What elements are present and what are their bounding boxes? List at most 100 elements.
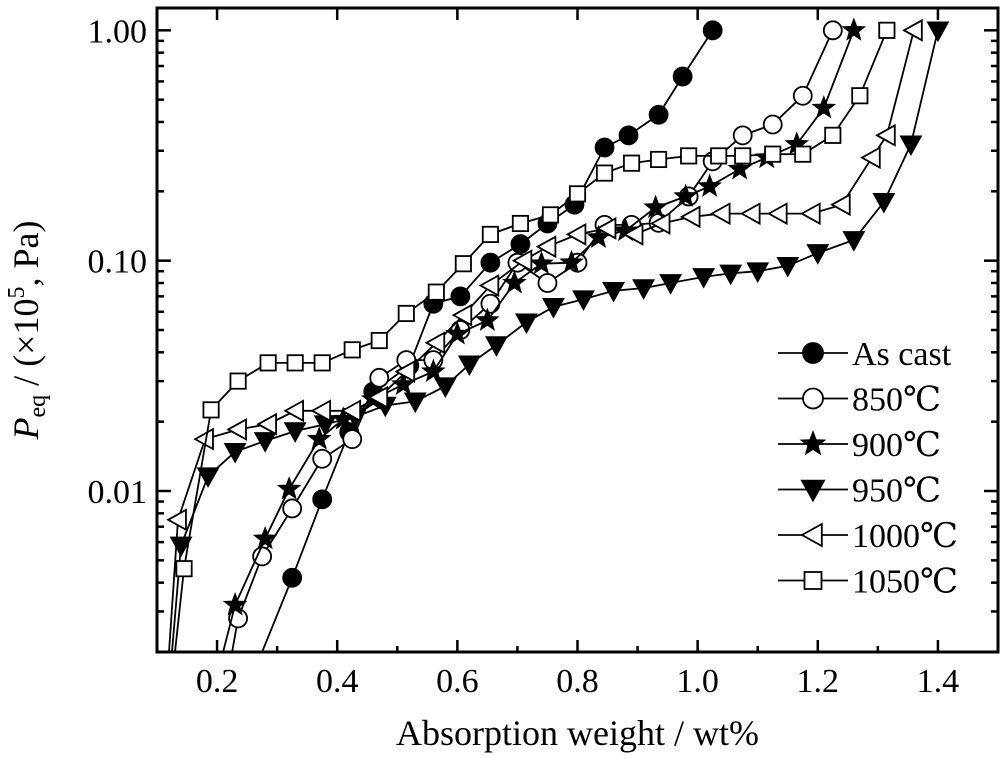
- data-point: [672, 66, 693, 87]
- data-point: [433, 377, 457, 398]
- data-point: [572, 290, 595, 311]
- data-point: [902, 18, 923, 42]
- data-point: [792, 85, 813, 106]
- data-point: [283, 422, 307, 443]
- data-point: [252, 546, 273, 567]
- data-point: [424, 331, 446, 355]
- data-point: [450, 286, 471, 307]
- data-point: [253, 432, 277, 453]
- y-axis-title-main: P: [6, 417, 46, 440]
- data-point: [276, 476, 302, 500]
- legend-label: 900℃: [852, 427, 941, 464]
- data-point: [394, 360, 416, 383]
- data-point: [478, 274, 500, 297]
- data-point: [822, 20, 843, 41]
- data-point: [860, 146, 881, 170]
- y-axis-title-unit-prefix: / (×10: [6, 299, 46, 395]
- data-point: [739, 202, 761, 226]
- legend-label: 850℃: [852, 382, 941, 419]
- data-point: [451, 303, 473, 327]
- data-point: [692, 268, 716, 289]
- legend-item: 950℃: [778, 473, 941, 510]
- data-point: [369, 367, 390, 388]
- y-tick-label: 0.01: [88, 474, 148, 511]
- data-point: [872, 193, 896, 214]
- data-point: [541, 206, 560, 224]
- data-point: [595, 164, 614, 182]
- legend-label: 1050℃: [852, 564, 958, 601]
- data-point: [282, 567, 303, 588]
- data-point: [719, 264, 743, 286]
- legend-label: 950℃: [852, 473, 941, 510]
- series-line: [261, 29, 714, 652]
- y-axis-ticks: 0.01 0.10 1.00: [88, 13, 998, 654]
- x-tick-label: 1.0: [676, 663, 719, 700]
- data-point: [732, 125, 753, 146]
- data-point: [830, 193, 851, 217]
- data-point: [252, 525, 278, 550]
- series-1050℃: [174, 21, 896, 652]
- data-point: [421, 358, 446, 383]
- data-point: [851, 87, 869, 105]
- series-950℃: [169, 21, 950, 652]
- y-axis-title-subscript: eq: [25, 395, 51, 418]
- data-point: [622, 222, 644, 246]
- data-point: [223, 442, 247, 464]
- series-As cast: [261, 20, 723, 652]
- series-1000℃: [166, 18, 923, 652]
- legend-item: 1000℃: [778, 518, 958, 555]
- y-axis-title-unit-suffix: , Pa): [6, 221, 46, 287]
- data-point: [595, 217, 617, 240]
- data-point: [659, 274, 683, 295]
- data-point: [811, 95, 837, 119]
- data-point: [193, 427, 214, 451]
- data-point: [746, 262, 770, 283]
- legend-item: 1050℃: [778, 564, 958, 601]
- data-point: [709, 202, 731, 226]
- data-point: [926, 21, 950, 43]
- data-point: [340, 399, 362, 423]
- data-point: [286, 354, 304, 372]
- data-point: [878, 21, 896, 39]
- data-point: [673, 183, 698, 207]
- data-point: [312, 448, 333, 469]
- legend-label: As cast: [852, 336, 952, 373]
- data-point: [313, 354, 331, 372]
- data-point: [457, 355, 481, 377]
- data-point: [559, 249, 584, 274]
- x-tick-label: 0.8: [556, 663, 599, 700]
- series-900℃: [222, 17, 867, 652]
- data-point: [623, 154, 641, 172]
- data-point: [565, 222, 587, 246]
- y-axis-title: Peq / (×105, Pa): [4, 221, 51, 441]
- data-point: [650, 150, 668, 169]
- data-point: [875, 123, 896, 147]
- data-point: [529, 250, 554, 275]
- data-point: [196, 467, 220, 488]
- data-point: [802, 342, 824, 364]
- data-point: [515, 313, 538, 335]
- plot-frame: [155, 6, 1000, 654]
- data-point: [343, 341, 361, 359]
- data-point: [222, 592, 248, 616]
- legend-item: 900℃: [778, 427, 941, 464]
- data-point: [802, 387, 824, 410]
- data-point: [511, 249, 533, 273]
- data-point: [586, 224, 611, 249]
- data-point: [256, 412, 277, 436]
- data-point: [445, 321, 470, 345]
- series-850℃: [228, 20, 843, 652]
- data-point: [229, 372, 247, 390]
- data-point: [542, 298, 565, 319]
- x-tick-label: 0.6: [436, 663, 479, 700]
- data-point: [166, 508, 187, 532]
- data-point: [259, 354, 277, 372]
- data-point: [480, 293, 501, 314]
- data-point: [310, 399, 332, 423]
- legend-label: 1000℃: [852, 518, 958, 555]
- data-point: [702, 20, 723, 41]
- data-point: [510, 234, 531, 255]
- legend-item: As cast: [778, 336, 952, 373]
- data-point: [306, 426, 332, 450]
